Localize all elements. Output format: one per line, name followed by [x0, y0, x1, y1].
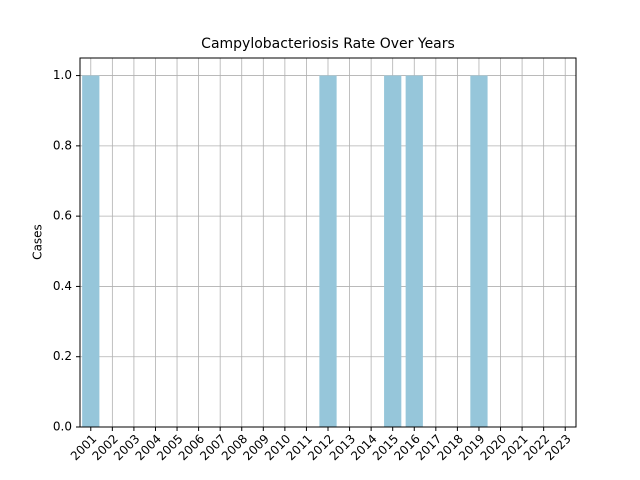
y-tick-label: 0.8 [53, 138, 72, 152]
plot-frame [79, 57, 577, 428]
x-axis-label: Year [314, 479, 340, 480]
y-axis-label: Cases [31, 224, 45, 260]
y-tick-label: 0.4 [53, 279, 72, 293]
bar [319, 75, 337, 428]
y-tick-label: 0.2 [53, 349, 72, 363]
chart-title: Campylobacteriosis Rate Over Years [201, 36, 455, 52]
bar [384, 75, 402, 428]
y-tick-label: 0.6 [53, 209, 72, 223]
y-tick-label: 1.0 [53, 68, 72, 82]
bar [82, 75, 100, 428]
bar [470, 75, 488, 428]
bar [405, 75, 423, 428]
y-tick-label: 0.0 [53, 420, 72, 434]
